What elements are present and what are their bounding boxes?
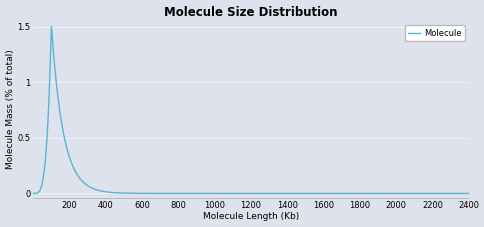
Molecule — [465, 192, 471, 195]
Title: Molecule Size Distribution: Molecule Size Distribution — [164, 5, 337, 19]
Molecule — [48, 25, 54, 27]
Molecule — [30, 192, 36, 195]
Molecule — [376, 192, 382, 195]
Y-axis label: Molecule Mass (% of total): Molecule Mass (% of total) — [5, 50, 15, 169]
X-axis label: Molecule Length (Kb): Molecule Length (Kb) — [202, 212, 299, 222]
Molecule — [353, 192, 359, 195]
Line: Molecule: Molecule — [33, 26, 468, 193]
Molecule — [306, 192, 312, 195]
Molecule — [52, 70, 58, 73]
Molecule — [188, 192, 194, 195]
Molecule — [287, 192, 293, 195]
Legend: Molecule: Molecule — [404, 25, 464, 41]
